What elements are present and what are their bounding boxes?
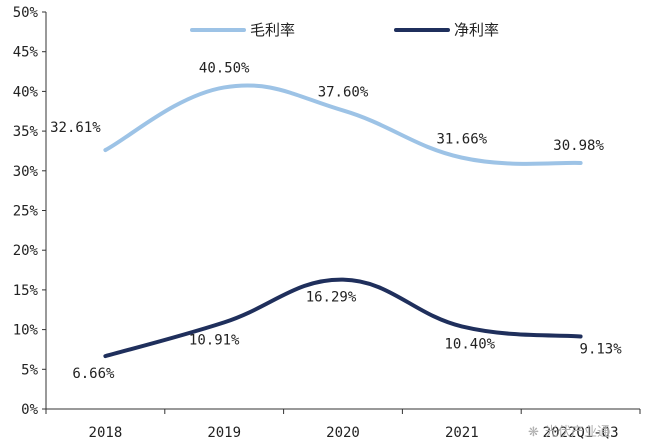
x-tick-label: 2022Q1-Q3: [543, 425, 619, 441]
y-axis: 0% 5% 10% 15% 20% 25% 30% 35% 40% 45% 50%: [13, 5, 47, 418]
y-tick-label: 45%: [13, 45, 39, 61]
series-lines: [103, 83, 583, 359]
legend: 毛利率 净利率: [190, 21, 499, 39]
data-labels: 32.61% 40.50% 37.60% 31.66% 30.98% 6.66% 10.91…: [50, 60, 622, 382]
x-tick-label: 2019: [207, 425, 241, 441]
data-label: 31.66%: [437, 132, 488, 148]
data-label: 16.29%: [306, 290, 357, 306]
data-label: 32.61%: [50, 120, 101, 136]
series-line-2: [103, 277, 583, 359]
data-label: 6.66%: [72, 366, 115, 382]
x-tick-label: 2020: [326, 425, 360, 441]
data-label: 37.60%: [318, 84, 369, 100]
wechat-icon: ❋: [528, 425, 539, 440]
data-label: 30.98%: [553, 138, 604, 154]
y-tick-label: 10%: [13, 323, 39, 339]
legend-label: 净利率: [454, 21, 499, 39]
x-axis: 2018 2019 2020 2021 2022Q1-Q3: [45, 408, 641, 441]
x-tick-label: 2018: [89, 425, 123, 441]
y-tick-label: 0%: [21, 402, 38, 418]
y-tick-label: 40%: [13, 84, 39, 100]
y-tick-label: 20%: [13, 243, 39, 259]
watermark: ❋ 光伏产业通: [528, 425, 610, 440]
data-label: 40.50%: [199, 60, 250, 76]
legend-label: 毛利率: [250, 21, 295, 39]
y-tick-label: 50%: [13, 5, 39, 21]
data-label: 10.91%: [189, 332, 240, 348]
y-tick-label: 30%: [13, 164, 39, 180]
data-label: 9.13%: [580, 342, 623, 358]
x-tick-label: 2021: [445, 425, 479, 441]
y-tick-label: 25%: [13, 204, 39, 220]
y-tick-label: 15%: [13, 283, 39, 299]
watermark-text: 光伏产业通: [545, 425, 610, 440]
series-line-1: [103, 83, 583, 166]
y-tick-label: 35%: [13, 124, 39, 140]
y-tick-label: 5%: [21, 362, 38, 378]
data-label: 10.40%: [445, 336, 496, 352]
